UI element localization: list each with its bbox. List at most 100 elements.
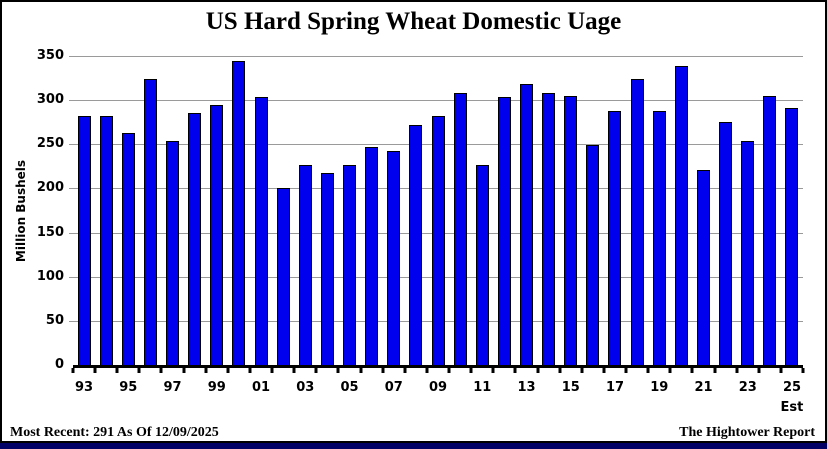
x-tick-label-21: 21: [694, 380, 713, 395]
axis-tick: [713, 368, 716, 373]
bar-20: [674, 66, 688, 365]
x-tick-label-19: 19: [650, 380, 669, 395]
bar-22: [719, 122, 733, 365]
x-tick-label-97: 97: [163, 380, 182, 395]
bar-02: [276, 188, 290, 365]
axis-tick: [536, 368, 540, 373]
axis-tick: [690, 368, 694, 373]
axis-tick: [182, 368, 186, 373]
bar-24: [763, 96, 777, 365]
y-tick-label-0: 0: [54, 357, 64, 372]
axis-tick: [646, 368, 650, 373]
bar-15: [564, 96, 578, 365]
bar-14: [542, 93, 556, 365]
axis-tick: [336, 368, 340, 373]
x-tick-label-93: 93: [75, 380, 94, 395]
axis-tick: [403, 368, 407, 373]
axis-tick: [359, 368, 363, 373]
axis-tick: [558, 368, 562, 373]
axis-tick: [248, 368, 252, 373]
x-tick-label-01: 01: [252, 380, 271, 395]
axis-tick: [580, 368, 584, 373]
x-tick-label-95: 95: [119, 380, 138, 395]
axis-tick: [137, 368, 141, 373]
x-tick-label-17: 17: [606, 380, 625, 395]
bar-23: [741, 141, 755, 365]
axis-tick: [159, 368, 163, 373]
bar-11: [475, 165, 489, 365]
bar-00: [232, 61, 246, 365]
axis-tick: [270, 368, 274, 373]
bottom-strip: [0, 443, 827, 449]
bar-03: [298, 165, 312, 365]
bar-17: [608, 111, 622, 365]
axis-tick: [447, 368, 451, 373]
bar-06: [365, 147, 379, 365]
axis-tick: [602, 368, 606, 373]
bar-05: [343, 165, 356, 365]
x-tick-label-05: 05: [340, 380, 359, 395]
y-tick-label-100: 100: [36, 268, 64, 284]
y-tick-label-300: 300: [36, 92, 64, 108]
x-tick-label-03: 03: [296, 380, 315, 395]
x-tick-label-02: [272, 380, 294, 396]
axis-tick: [425, 368, 429, 373]
y-tick-label-250: 250: [36, 136, 64, 152]
x-tick-label-13: 13: [517, 380, 536, 395]
bar-95: [121, 133, 135, 365]
chart-title: US Hard Spring Wheat Domestic Uage: [205, 8, 622, 35]
bar-04: [320, 173, 334, 365]
bar-18: [630, 79, 644, 365]
bar-97: [166, 141, 180, 365]
x-tick-label-00: [228, 380, 250, 396]
bar-21: [696, 170, 710, 365]
x-tick-label-99: 99: [207, 380, 226, 395]
bar-94: [99, 116, 113, 365]
axis-tick: [801, 368, 805, 373]
x-tick-label-11: 11: [473, 380, 492, 395]
most-recent-note: Most Recent: 291 As Of 12/09/2025: [10, 425, 219, 440]
bar-96: [143, 79, 157, 365]
y-tick-label-150: 150: [36, 224, 64, 240]
bar-93: [77, 116, 91, 365]
x-tick-label-23: 23: [738, 380, 757, 395]
axis-tick: [381, 368, 385, 373]
bar-25: [785, 108, 799, 365]
axis-tick: [314, 368, 318, 373]
axis-tick: [491, 368, 495, 373]
x-tick-label-09: 09: [429, 380, 448, 395]
bar-07: [387, 151, 401, 365]
x-tick-label-18: [626, 380, 648, 396]
axis-tick: [513, 368, 517, 373]
plot-area: [69, 56, 803, 368]
x-tick-label-04: [316, 380, 338, 396]
x-tick-label-24: [759, 380, 781, 396]
x-tick-label-20: [670, 380, 692, 396]
x-axis-ticks: [71, 368, 805, 374]
x-tick-label-22: [715, 380, 737, 396]
y-tick-label-350: 350: [36, 48, 64, 63]
y-axis-labels: 0 50 100 150 200 250 300 350: [2, 48, 64, 372]
bar-13: [519, 84, 533, 365]
bar-19: [652, 111, 666, 365]
axis-tick: [226, 368, 230, 373]
bar-98: [188, 113, 202, 365]
y-tick-label-200: 200: [36, 180, 64, 196]
axis-tick: [469, 368, 473, 373]
bar-16: [586, 145, 600, 365]
axis-tick: [204, 368, 208, 373]
x-tick-label-25: 25: [783, 380, 802, 395]
x-tick-label-10: [449, 380, 471, 396]
source-note: The Hightower Report: [679, 425, 815, 440]
axis-tick: [624, 368, 628, 373]
bar-08: [409, 125, 423, 365]
x-tick-label-12: [493, 380, 515, 396]
axis-tick: [779, 368, 783, 373]
bar-01: [254, 97, 268, 365]
axis-tick: [292, 368, 296, 373]
axis-tick: [757, 368, 761, 373]
x-tick-label-98: [184, 380, 206, 396]
axis-tick: [735, 368, 739, 373]
gridline-350: [69, 56, 803, 57]
gridline-300: [69, 100, 803, 102]
